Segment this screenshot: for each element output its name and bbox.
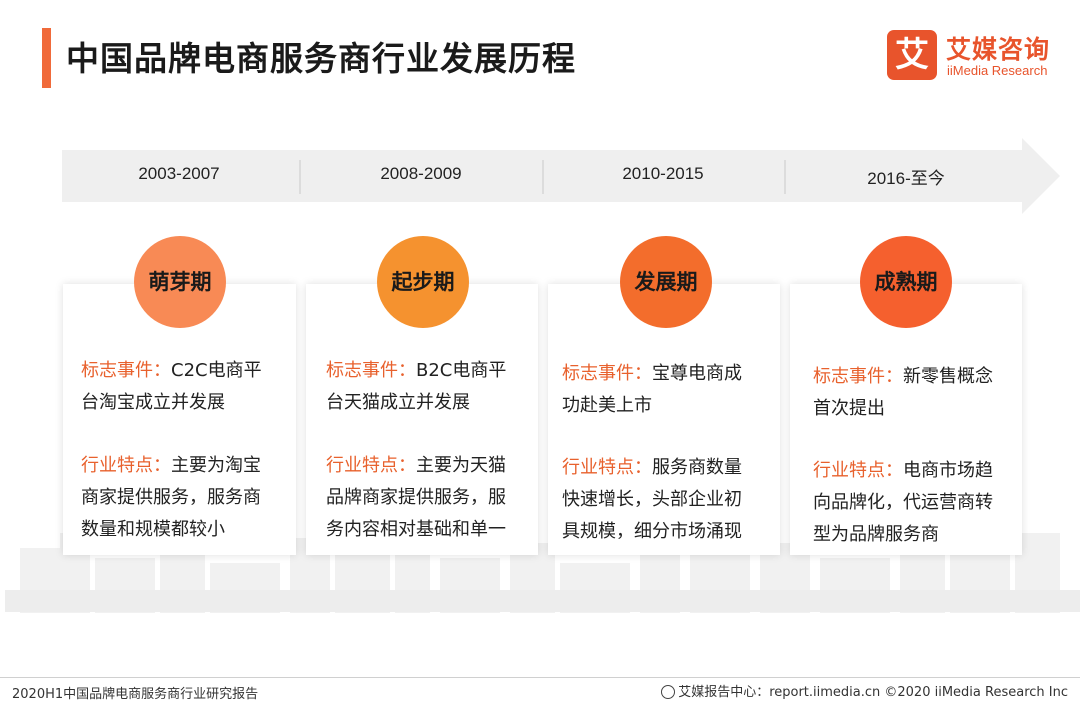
feature-text: 主要为天猫 xyxy=(416,455,506,476)
feature-text: 型为品牌服务商 xyxy=(813,524,939,545)
event-text: 新零售概念 xyxy=(903,366,993,387)
title-accent-bar xyxy=(42,28,51,88)
stage-card-1 xyxy=(63,284,296,555)
stage-1-event: 标志事件：C2C电商平 台淘宝成立并发展 xyxy=(81,355,262,419)
stage-circle-4: 成熟期 xyxy=(860,236,952,328)
brand-name-en: iiMedia Research xyxy=(947,63,1048,78)
feature-text: 主要为淘宝 xyxy=(171,455,261,476)
stage-3-event: 标志事件：宝尊电商成 功赴美上市 xyxy=(562,358,742,422)
stage-4-event: 标志事件：新零售概念 首次提出 xyxy=(813,361,993,425)
timeline-arrow-shape xyxy=(62,138,1060,214)
event-text: 台淘宝成立并发展 xyxy=(81,392,225,413)
brand-name-cn: 艾媒咨询 xyxy=(946,35,1051,64)
feature-text: 向品牌化，代运营商转 xyxy=(813,492,993,513)
timeline-arrow xyxy=(62,138,1062,214)
stage-4-feature: 行业特点：电商市场趋 向品牌化，代运营商转 型为品牌服务商 xyxy=(813,455,993,551)
page-title: 中国品牌电商服务商行业发展历程 xyxy=(66,39,576,78)
feature-label: 行业特点： xyxy=(813,460,903,481)
feature-text: 商家提供服务，服务商 xyxy=(81,487,261,508)
brand-logo-group: 艾 艾媒咨询 iiMedia Research xyxy=(887,30,1067,82)
stage-1-feature: 行业特点：主要为淘宝 商家提供服务，服务商 数量和规模都较小 xyxy=(81,450,261,546)
footer-report-title: 2020H1中国品牌电商服务商行业研究报告 xyxy=(12,687,259,702)
event-text: C2C电商平 xyxy=(171,360,262,381)
feature-text: 快速增长，头部企业初 xyxy=(562,489,742,510)
footer-source-text: 艾媒报告中心：report.iimedia.cn ©2020 iiMedia R… xyxy=(678,685,1068,700)
stage-3-feature: 行业特点：服务商数量 快速增长，头部企业初 具规模，细分市场涌现 xyxy=(562,452,742,548)
period-label-1: 2003-2007 xyxy=(138,164,220,183)
event-label: 标志事件： xyxy=(562,363,652,384)
event-text: B2C电商平 xyxy=(416,360,507,381)
stage-2-feature: 行业特点：主要为天猫 品牌商家提供服务，服 务内容相对基础和单一 xyxy=(326,450,506,546)
ground-band xyxy=(5,590,1080,612)
period-label-4: 2016-至今 xyxy=(867,169,945,188)
feature-text: 务内容相对基础和单一 xyxy=(326,519,506,540)
brand-logo-icon: 艾 xyxy=(887,30,937,80)
period-label-2: 2008-2009 xyxy=(380,164,462,183)
stage-card-4 xyxy=(790,284,1022,555)
feature-text: 品牌商家提供服务，服 xyxy=(326,487,506,508)
feature-label: 行业特点： xyxy=(326,455,416,476)
stage-2-event: 标志事件：B2C电商平 台天猫成立并发展 xyxy=(326,355,506,419)
globe-icon xyxy=(661,685,676,699)
event-text: 首次提出 xyxy=(813,398,885,419)
footer-source: 艾媒报告中心：report.iimedia.cn ©2020 iiMedia R… xyxy=(661,681,1068,700)
event-text: 功赴美上市 xyxy=(562,395,652,416)
feature-text: 服务商数量 xyxy=(652,457,742,478)
stage-circle-3: 发展期 xyxy=(620,236,712,328)
stage-card-3 xyxy=(548,284,780,555)
stage-circle-2: 起步期 xyxy=(377,236,469,328)
feature-label: 行业特点： xyxy=(81,455,171,476)
stage-circle-1: 萌芽期 xyxy=(134,236,226,328)
stage-card-2 xyxy=(306,284,538,555)
feature-text: 电商市场趋 xyxy=(903,460,993,481)
feature-text: 数量和规模都较小 xyxy=(81,519,225,540)
event-text: 台天猫成立并发展 xyxy=(326,392,470,413)
event-text: 宝尊电商成 xyxy=(652,363,742,384)
period-label-3: 2010-2015 xyxy=(622,164,704,183)
event-label: 标志事件： xyxy=(813,366,903,387)
footer-divider xyxy=(0,677,1080,678)
feature-label: 行业特点： xyxy=(562,457,652,478)
event-label: 标志事件： xyxy=(326,360,416,381)
feature-text: 具规模，细分市场涌现 xyxy=(562,521,742,542)
event-label: 标志事件： xyxy=(81,360,171,381)
